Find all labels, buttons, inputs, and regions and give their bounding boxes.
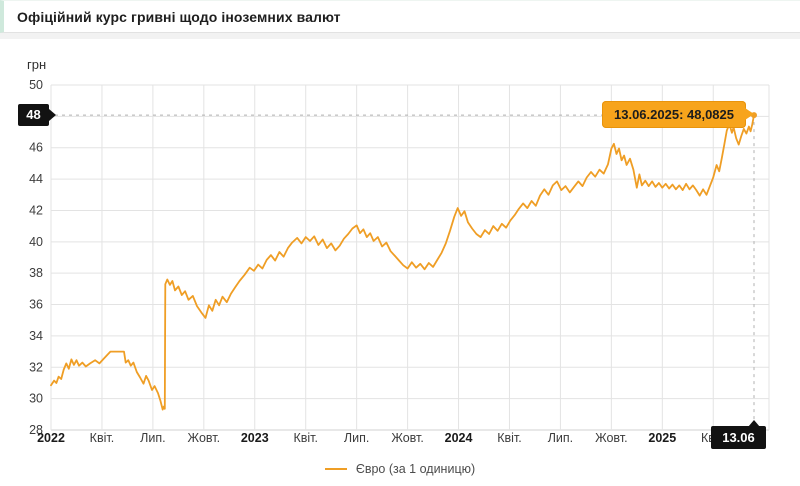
svg-text:2023: 2023 — [241, 431, 269, 445]
svg-text:Квіт.: Квіт. — [497, 431, 522, 445]
x-axis-date-badge: 13.06 — [711, 420, 766, 449]
chart-card: 28 30 32 34 36 38 40 42 44 46 48 50 2022 Квіт. Лип. Жов… — [0, 39, 800, 486]
svg-text:44: 44 — [29, 172, 43, 186]
page-title-bar: Офіційний курс гривні щодо іноземних вал… — [0, 0, 800, 33]
svg-text:Лип.: Лип. — [548, 431, 573, 445]
y-axis-value-badge: 48 — [18, 104, 56, 127]
svg-text:28: 28 — [29, 423, 43, 437]
svg-text:50: 50 — [29, 78, 43, 92]
svg-text:2024: 2024 — [445, 431, 473, 445]
last-value-tooltip: 13.06.2025: 48,0825 — [602, 101, 754, 129]
svg-text:Жовт.: Жовт. — [188, 431, 221, 445]
svg-text:40: 40 — [29, 235, 43, 249]
svg-text:30: 30 — [29, 392, 43, 406]
svg-text:36: 36 — [29, 298, 43, 312]
svg-text:Жовт.: Жовт. — [595, 431, 628, 445]
svg-text:Квіт.: Квіт. — [90, 431, 115, 445]
svg-text:Жовт.: Жовт. — [391, 431, 424, 445]
svg-text:Лип.: Лип. — [140, 431, 165, 445]
exchange-rate-chart[interactable]: 28 30 32 34 36 38 40 42 44 46 48 50 2022 Квіт. Лип. Жов… — [0, 39, 800, 486]
svg-text:2022: 2022 — [37, 431, 65, 445]
legend-series-label: Євро (за 1 одиницю) — [355, 462, 476, 476]
svg-text:42: 42 — [29, 203, 43, 217]
svg-text:32: 32 — [29, 360, 43, 374]
y-axis-unit-label: грн — [27, 57, 47, 72]
svg-text:46: 46 — [29, 141, 43, 155]
svg-text:Лип.: Лип. — [344, 431, 369, 445]
page-title: Офіційний курс гривні щодо іноземних вал… — [17, 8, 341, 25]
svg-text:38: 38 — [29, 266, 43, 280]
svg-text:2025: 2025 — [648, 431, 676, 445]
svg-text:34: 34 — [29, 329, 43, 343]
svg-text:Квіт.: Квіт. — [293, 431, 318, 445]
chart-canvas: 2830323436384042444648502022Квіт.Лип.Жов… — [29, 78, 770, 445]
chart-legend[interactable]: Євро (за 1 одиницю) — [0, 459, 800, 479]
legend-line-swatch — [324, 468, 347, 470]
